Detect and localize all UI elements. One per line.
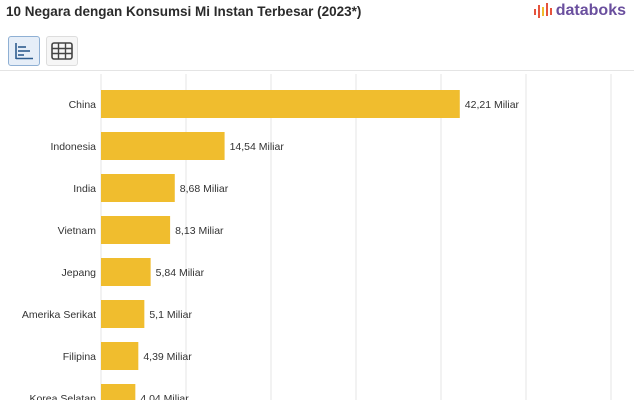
bar-8 — [101, 384, 136, 400]
value-label: 5,1 Miliar — [149, 309, 192, 321]
category-label: Jepang — [62, 267, 97, 279]
category-label: China — [69, 99, 97, 111]
value-label: 42,21 Miliar — [465, 99, 520, 111]
category-label: Filipina — [63, 351, 96, 363]
table-view-button[interactable] — [46, 36, 78, 66]
table-grid-icon — [51, 42, 73, 60]
value-label: 14,54 Miliar — [230, 141, 285, 153]
bar-5 — [101, 258, 151, 286]
category-label: Amerika Serikat — [22, 309, 96, 321]
bar-6 — [101, 300, 145, 328]
chart-title: 10 Negara dengan Konsumsi Mi Instan Terb… — [6, 4, 362, 19]
header-divider — [0, 70, 634, 71]
category-label: Indonesia — [50, 141, 96, 153]
bar-2 — [101, 132, 225, 160]
brand-name: databoks — [555, 2, 626, 19]
category-label: India — [73, 183, 96, 195]
chart-view-button[interactable] — [8, 36, 40, 66]
value-label: 8,13 Miliar — [175, 225, 224, 237]
value-label: 4,39 Miliar — [143, 351, 192, 363]
value-label: 4,04 Miliar — [140, 393, 189, 400]
value-label: 8,68 Miliar — [180, 183, 229, 195]
brand-logo[interactable]: databoks — [533, 2, 626, 20]
category-label: Vietnam — [58, 225, 97, 237]
bar-7 — [101, 342, 139, 370]
value-label: 5,84 Miliar — [156, 267, 205, 279]
bar-3 — [101, 174, 175, 202]
category-label: Korea Selatan — [29, 393, 96, 400]
databoks-logo-icon — [533, 3, 552, 18]
bar-chart-icon — [15, 43, 33, 60]
bar-1 — [101, 90, 460, 118]
bar-4 — [101, 216, 171, 244]
view-toolbar — [8, 36, 78, 66]
